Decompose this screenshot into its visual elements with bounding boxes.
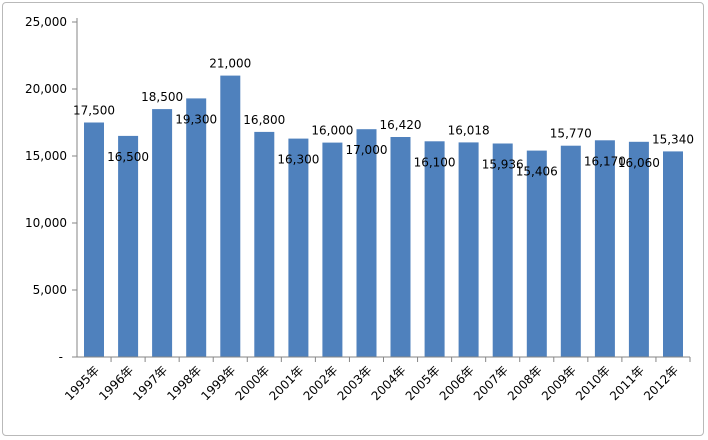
x-tick-label: 1996年 bbox=[96, 363, 136, 403]
y-tick-label: 25,000 bbox=[25, 15, 67, 29]
x-axis: 1995年1996年1997年1998年1999年2000年2001年2002年… bbox=[62, 356, 691, 403]
x-tick-label: 1995年 bbox=[62, 363, 102, 403]
data-labels: 17,500 16,500 18,500 19,300 21,000 16,800 16,3… bbox=[73, 57, 694, 179]
x-tick-label: 2010年 bbox=[573, 363, 613, 403]
bar bbox=[628, 141, 649, 357]
bar bbox=[560, 145, 581, 357]
bar bbox=[288, 138, 309, 357]
bar bbox=[254, 131, 275, 357]
data-label: 17,500 bbox=[73, 104, 115, 118]
bars bbox=[84, 75, 683, 358]
bar bbox=[186, 98, 207, 358]
data-label: 16,800 bbox=[243, 113, 285, 127]
data-label: 21,000 bbox=[209, 57, 251, 71]
data-label: 18,500 bbox=[141, 90, 183, 104]
x-tick-label: 2000年 bbox=[232, 363, 272, 403]
x-tick-label: 1998年 bbox=[164, 363, 204, 403]
x-tick-label: 2006年 bbox=[437, 363, 477, 403]
y-tick-label: 5,000 bbox=[33, 283, 67, 297]
data-label: 16,000 bbox=[311, 124, 353, 138]
y-axis: - 5,000 10,000 15,000 20,000 25,000 bbox=[25, 15, 78, 364]
x-tick-label: 1997年 bbox=[130, 363, 170, 403]
y-tick-label: 10,000 bbox=[25, 216, 67, 230]
bar bbox=[220, 75, 241, 357]
data-label: 15,770 bbox=[550, 127, 592, 141]
bar bbox=[118, 135, 139, 357]
data-label: 16,500 bbox=[107, 150, 149, 164]
bar bbox=[152, 109, 173, 357]
y-tick-label: - bbox=[59, 350, 63, 364]
x-tick-label: 2012年 bbox=[641, 363, 681, 403]
x-tick-label: 2011年 bbox=[607, 363, 647, 403]
x-tick-label: 2008年 bbox=[505, 363, 545, 403]
bar bbox=[356, 129, 377, 357]
bar bbox=[84, 122, 104, 357]
x-tick-label: 2005年 bbox=[403, 363, 443, 403]
x-tick-label: 2002年 bbox=[301, 363, 341, 403]
bar bbox=[492, 143, 513, 357]
data-label: 16,170 bbox=[584, 154, 626, 168]
data-label: 16,060 bbox=[618, 156, 660, 170]
bar bbox=[594, 140, 615, 357]
y-tick-label: 20,000 bbox=[25, 82, 67, 96]
data-label: 17,000 bbox=[345, 143, 387, 157]
data-label: 15,936 bbox=[482, 158, 524, 172]
data-label: 19,300 bbox=[175, 112, 217, 126]
bar bbox=[458, 142, 479, 357]
data-label: 15,406 bbox=[516, 165, 558, 179]
bar bbox=[322, 142, 343, 357]
x-tick-label: 1999年 bbox=[198, 363, 238, 403]
x-tick-label: 2007年 bbox=[471, 363, 511, 403]
x-tick-label: 2004年 bbox=[369, 363, 409, 403]
bar bbox=[526, 150, 547, 357]
bar bbox=[424, 141, 445, 357]
data-label: 16,100 bbox=[414, 155, 456, 169]
x-tick-label: 2001年 bbox=[266, 363, 306, 403]
y-tick-label: 15,000 bbox=[25, 149, 67, 163]
bar bbox=[663, 151, 683, 357]
x-tick-label: 2009年 bbox=[539, 363, 579, 403]
bar bbox=[390, 137, 411, 357]
data-label: 16,300 bbox=[277, 153, 319, 167]
x-tick-label: 2003年 bbox=[335, 363, 375, 403]
data-label: 16,420 bbox=[380, 118, 422, 132]
data-label: 16,018 bbox=[448, 123, 490, 137]
data-label: 15,340 bbox=[652, 132, 694, 146]
